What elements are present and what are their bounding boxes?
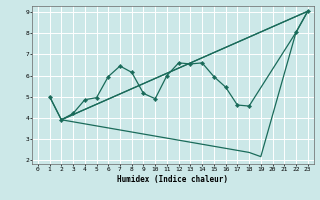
- X-axis label: Humidex (Indice chaleur): Humidex (Indice chaleur): [117, 175, 228, 184]
